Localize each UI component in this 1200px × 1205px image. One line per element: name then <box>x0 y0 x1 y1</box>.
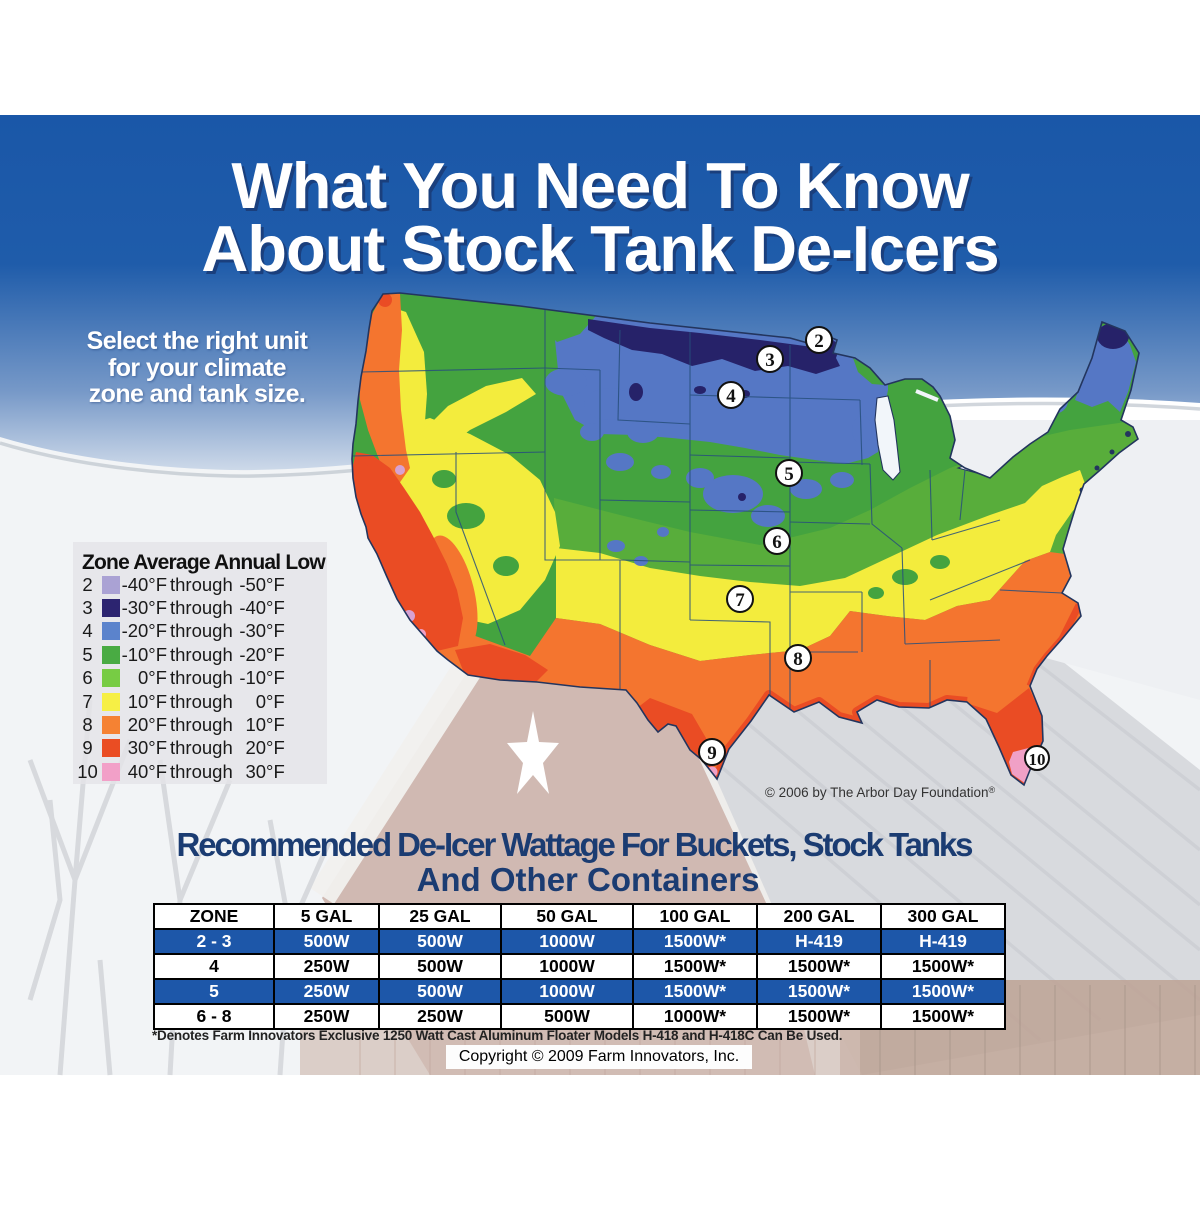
svg-text:4: 4 <box>726 386 736 407</box>
svg-text:8: 8 <box>793 649 803 670</box>
svg-text:3: 3 <box>765 350 775 371</box>
svg-text:6: 6 <box>772 532 782 553</box>
svg-text:© 2006 by The Arbor Day Founda: © 2006 by The Arbor Day Foundation® <box>765 785 996 800</box>
svg-text:7: 7 <box>735 590 745 611</box>
svg-text:9: 9 <box>707 743 717 764</box>
svg-text:2: 2 <box>814 331 824 352</box>
svg-text:5: 5 <box>784 464 794 485</box>
svg-text:10: 10 <box>1029 750 1046 769</box>
